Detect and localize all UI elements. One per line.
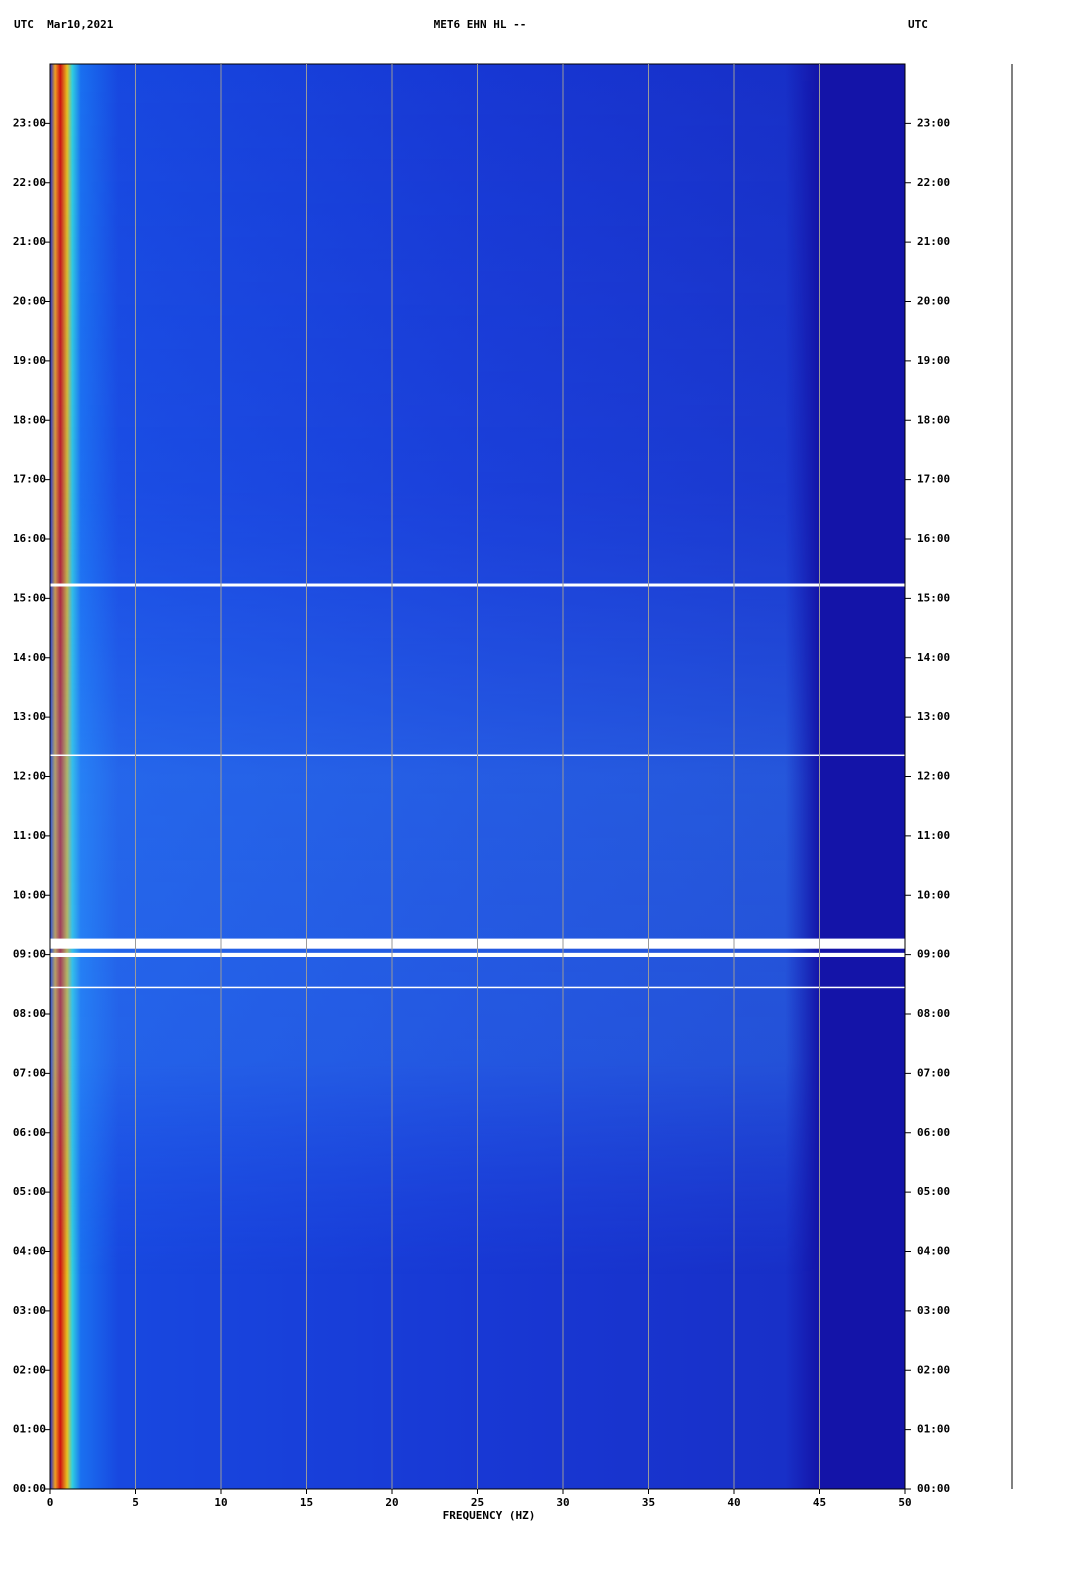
x-tick-label: 40: [727, 1496, 740, 1509]
y-tick-label-right: 13:00: [917, 710, 950, 723]
y-tick-label-right: 20:00: [917, 295, 950, 308]
y-tick-label-right: 10:00: [917, 888, 950, 901]
header-left: UTC Mar10,2021: [14, 18, 114, 31]
y-tick-label-right: 00:00: [917, 1482, 950, 1495]
x-tick-label: 15: [300, 1496, 313, 1509]
x-tick-label: 35: [642, 1496, 655, 1509]
y-tick-label-right: 16:00: [917, 532, 950, 545]
x-tick-label: 45: [813, 1496, 826, 1509]
y-tick-label-right: 23:00: [917, 116, 950, 129]
y-tick-label-right: 18:00: [917, 413, 950, 426]
header-right: UTC: [908, 18, 928, 31]
x-tick-label: 5: [132, 1496, 139, 1509]
x-tick-label: 0: [47, 1496, 54, 1509]
y-tick-label: 14:00: [13, 651, 46, 664]
y-tick-label: 06:00: [13, 1126, 46, 1139]
y-tick-label: 08:00: [13, 1007, 46, 1020]
y-tick-label: 07:00: [13, 1066, 46, 1079]
chart-title: MET6 EHN HL --: [434, 18, 527, 31]
y-tick-label: 21:00: [13, 235, 46, 248]
y-tick-label: 15:00: [13, 591, 46, 604]
y-tick-label-right: 09:00: [917, 948, 950, 961]
y-tick-label: 16:00: [13, 532, 46, 545]
y-tick-label-right: 11:00: [917, 829, 950, 842]
x-axis-label: FREQUENCY (HZ): [443, 1509, 536, 1522]
y-tick-label-right: 19:00: [917, 354, 950, 367]
y-tick-label-right: 06:00: [917, 1126, 950, 1139]
y-tick-label: 18:00: [13, 413, 46, 426]
y-tick-label: 05:00: [13, 1185, 46, 1198]
y-tick-label: 20:00: [13, 295, 46, 308]
x-tick-label: 50: [898, 1496, 911, 1509]
y-tick-label-right: 07:00: [917, 1066, 950, 1079]
y-tick-label-right: 12:00: [917, 770, 950, 783]
y-tick-label-right: 08:00: [917, 1007, 950, 1020]
y-tick-label-right: 04:00: [917, 1245, 950, 1258]
y-tick-label: 02:00: [13, 1363, 46, 1376]
x-tick-label: 25: [471, 1496, 484, 1509]
y-tick-label-right: 02:00: [917, 1363, 950, 1376]
y-tick-label: 13:00: [13, 710, 46, 723]
y-tick-label: 11:00: [13, 829, 46, 842]
x-tick-label: 30: [556, 1496, 569, 1509]
y-tick-label-right: 14:00: [917, 651, 950, 664]
y-tick-label-right: 01:00: [917, 1423, 950, 1436]
y-tick-label: 10:00: [13, 888, 46, 901]
y-tick-label-right: 15:00: [917, 591, 950, 604]
y-tick-label-right: 21:00: [917, 235, 950, 248]
y-tick-label: 03:00: [13, 1304, 46, 1317]
y-tick-label: 22:00: [13, 176, 46, 189]
y-tick-label-right: 03:00: [917, 1304, 950, 1317]
x-tick-label: 20: [385, 1496, 398, 1509]
y-tick-label: 01:00: [13, 1423, 46, 1436]
y-tick-label: 17:00: [13, 473, 46, 486]
y-tick-label: 19:00: [13, 354, 46, 367]
y-tick-label: 12:00: [13, 770, 46, 783]
y-tick-label: 04:00: [13, 1245, 46, 1258]
y-tick-label-right: 05:00: [917, 1185, 950, 1198]
y-tick-label-right: 17:00: [917, 473, 950, 486]
y-tick-label: 23:00: [13, 116, 46, 129]
y-tick-label-right: 22:00: [917, 176, 950, 189]
y-tick-label: 00:00: [13, 1482, 46, 1495]
x-tick-label: 10: [214, 1496, 227, 1509]
y-tick-label: 09:00: [13, 948, 46, 961]
